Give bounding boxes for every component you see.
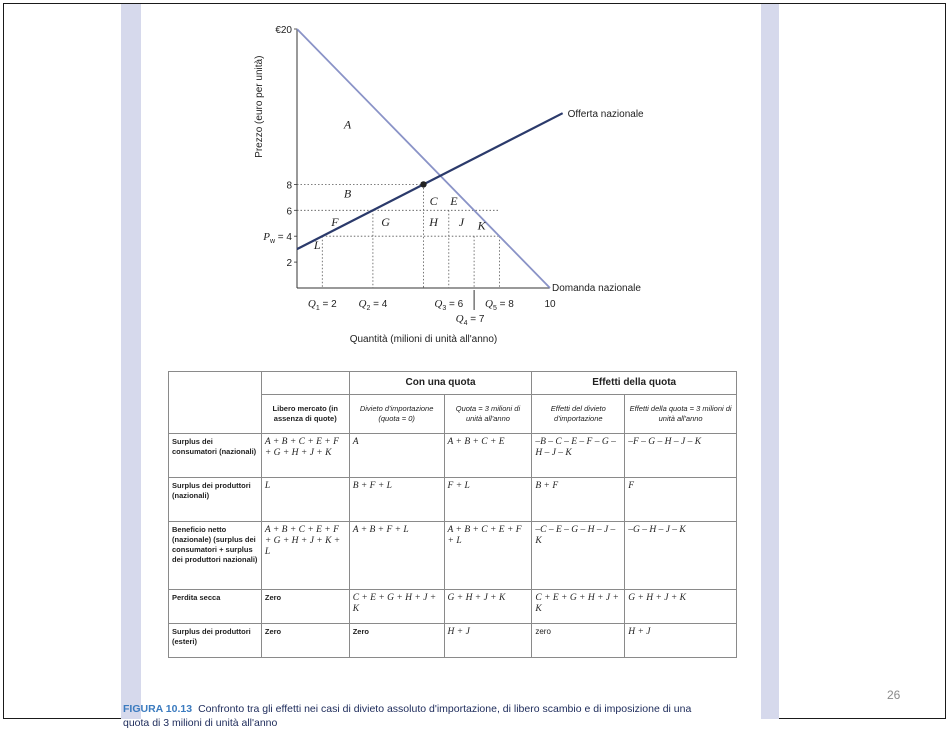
table-cell: –B – C – E – F – G – H – J – K (531, 433, 626, 478)
table-row: Perdita secca Zero C + E + G + H + J + K… (168, 589, 737, 624)
region-label: J (459, 215, 465, 229)
table-row: Surplus dei produttori (nazionali) L B +… (168, 477, 737, 522)
x-tick-label: Q5 = 8 (485, 298, 514, 312)
table-cell: H + J (443, 623, 533, 658)
x-axis-title: Quantità (milioni di unità all'anno) (350, 334, 498, 345)
group-header-effects: Effetti della quota (531, 371, 737, 395)
demand-label: Domanda nazionale (552, 283, 641, 294)
y-axis-title: Prezzo (euro per unità) (254, 56, 265, 158)
row-label: Surplus dei produttori (esteri) (168, 623, 262, 658)
table-cell: A + B + F + L (348, 521, 445, 590)
x-tick-label: Q2 = 4 (358, 298, 387, 312)
col-header-ban-effects: Effetti del divieto d'importazione (531, 394, 626, 434)
table-row: Surplus dei consumatori (nazionali) A + … (168, 433, 737, 478)
y-tick-label: 6 (286, 206, 292, 217)
figure-caption: FIGURA 10.13 Confronto tra gli effetti ne… (123, 702, 823, 730)
row-label: Surplus dei consumatori (nazionali) (168, 433, 262, 478)
y-tick-label: 8 (286, 180, 292, 191)
region-label: C (430, 194, 439, 208)
table-cell: Zero (260, 589, 350, 624)
table-cell: A + B + C + E (443, 433, 533, 478)
table-cell: A + B + C + E + F + L (443, 521, 533, 590)
region-label: B (344, 186, 352, 200)
table-cell: A (348, 433, 445, 478)
caption-text-line2: quota di 3 milioni di unità all'anno (123, 717, 278, 729)
region-label: L (313, 238, 321, 252)
y-tick-label: 2 (286, 258, 292, 269)
table-corner (168, 371, 262, 434)
table-cell: F + L (443, 477, 533, 522)
demand-curve (296, 28, 551, 289)
equilibrium-point (420, 181, 427, 188)
col-header-free-market: Libero mercato (in assenza di quote) (260, 394, 350, 434)
region-label: H (428, 215, 439, 229)
col-header-quota-3m: Quota = 3 milioni di unità all'anno (443, 394, 533, 434)
table-cell: G + H + J + K (443, 589, 533, 624)
table-cell: B + F (531, 477, 626, 522)
region-label: K (477, 219, 487, 233)
table-cell: C + E + G + H + J + K (531, 589, 626, 624)
supply-demand-chart: Offerta nazionale Domanda nazionale €20 8 6 P… (254, 25, 644, 345)
quota-effects-table: Con una quota Effetti della quota Libero… (168, 371, 737, 658)
table-row: Surplus dei produttori (esteri) Zero Zer… (168, 623, 737, 658)
table-cell: A + B + C + E + F + G + H + J + K (260, 433, 350, 478)
col-header-import-ban: Divieto d'importazione (quota = 0) (348, 394, 445, 434)
table-cell: Zero (348, 623, 445, 658)
col-header-quota-effects: Effetti della quota = 3 milioni di unità… (624, 394, 737, 434)
x-tick-label: Q4 = 7 (456, 313, 485, 327)
table-cell: G + H + J + K (624, 589, 737, 624)
x-tick-label: 10 (544, 299, 556, 310)
x-tick-label: Q3 = 6 (434, 298, 463, 312)
region-label: F (330, 215, 339, 229)
table-row: Beneficio netto (nazionale) (surplus dei… (168, 521, 737, 590)
table-cell: zero (531, 623, 626, 658)
table-cell: H + J (624, 623, 737, 658)
figure-number: FIGURA 10.13 (123, 703, 193, 715)
region-label: G (381, 215, 390, 229)
region-label: E (449, 194, 458, 208)
supply-curve (296, 112, 564, 251)
group-header-quota: Con una quota (348, 371, 533, 395)
region-label: A (343, 118, 352, 132)
supply-label: Offerta nazionale (568, 109, 644, 120)
table-cell: B + F + L (348, 477, 445, 522)
slide-number: 26 (887, 688, 901, 702)
row-label: Surplus dei produttori (nazionali) (168, 477, 262, 522)
y-tick-label: €20 (275, 25, 292, 36)
caption-text: Confronto tra gli effetti nei casi di di… (198, 703, 692, 715)
table-cell: –C – E – G – H – J – K (531, 521, 626, 590)
table-cell: L (260, 477, 350, 522)
table-cell: A + B + C + E + F + G + H + J + K + L (260, 521, 350, 590)
table-cell: C + E + G + H + J + K (348, 589, 445, 624)
row-label: Beneficio netto (nazionale) (surplus dei… (168, 521, 262, 590)
table-cell: F (624, 477, 737, 522)
y-tick-label: Pw = 4 (262, 231, 292, 245)
x-tick-label: Q1 = 2 (308, 298, 337, 312)
row-label: Perdita secca (168, 589, 262, 624)
table-cell: –G – H – J – K (624, 521, 737, 590)
table-cell: –F – G – H – J – K (624, 433, 737, 478)
table-cell: Zero (260, 623, 350, 658)
